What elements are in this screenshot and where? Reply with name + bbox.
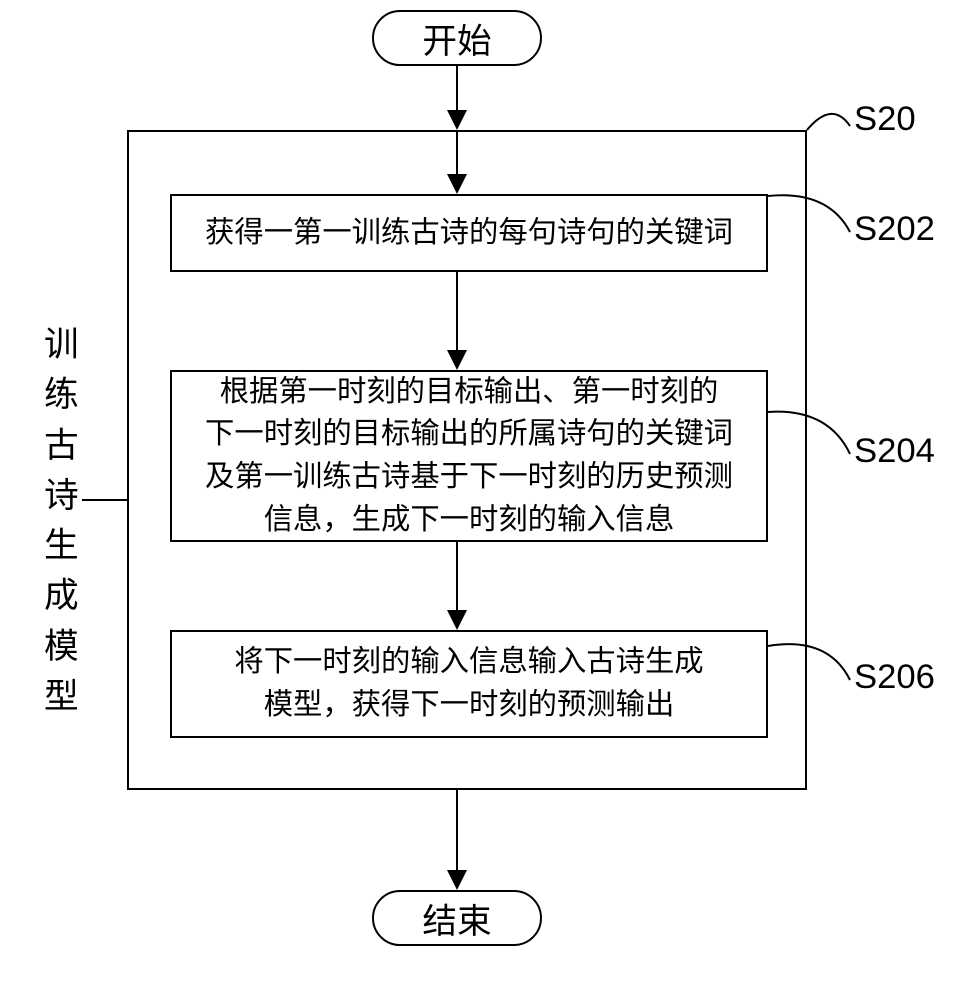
connectors [0, 0, 955, 1000]
callout-s206 [768, 644, 850, 680]
callout-s204 [768, 412, 850, 454]
callout-s202 [768, 195, 850, 232]
callout-s20 [807, 114, 850, 130]
flowchart-canvas: 开始 获得一第一训练古诗的每句诗句的关键词 根据第一时刻的目标输出、第一时刻的 … [0, 0, 955, 1000]
